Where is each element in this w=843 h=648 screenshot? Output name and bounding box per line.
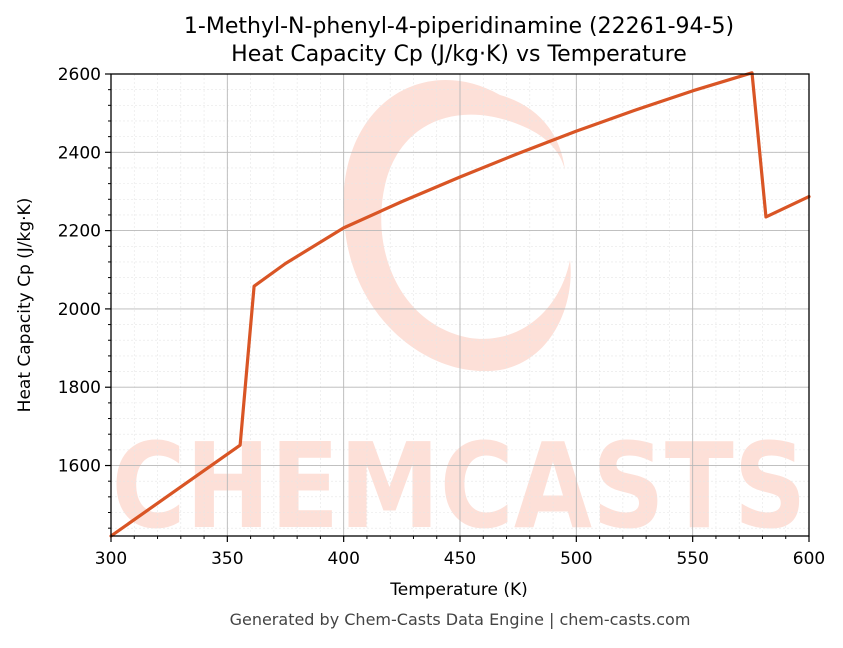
y-tick-label: 2400 <box>58 143 101 163</box>
x-tick-label: 300 <box>95 549 127 569</box>
x-tick-label: 500 <box>560 549 592 569</box>
x-tick-label: 450 <box>444 549 476 569</box>
chemcasts-watermark-logo: CHEMCASTS <box>112 80 807 555</box>
y-tick-label: 2600 <box>58 65 101 85</box>
y-tick-label: 2200 <box>58 222 101 242</box>
x-tick-label: 350 <box>211 549 243 569</box>
ticks: 300 350 400 450 500 550 600 1600 1800 2000 2200 240… <box>58 65 825 569</box>
x-axis-label: Temperature (K) <box>389 580 528 600</box>
y-axis-label: Heat Capacity Cp (J/kg·K) <box>15 198 35 413</box>
x-tick-label: 550 <box>676 549 708 569</box>
footer-credit: Generated by Chem-Casts Data Engine | ch… <box>230 610 691 629</box>
series-layer <box>109 71 811 538</box>
chart-title-line2: Heat Capacity Cp (J/kg·K) vs Temperature <box>231 42 687 67</box>
series-line-0 <box>109 71 811 538</box>
x-tick-label: 600 <box>793 549 825 569</box>
chart-title-line1: 1-Methyl-N-phenyl-4-piperidinamine (2226… <box>184 14 734 39</box>
watermark-text: CHEMCASTS <box>112 417 807 555</box>
y-tick-label: 1600 <box>58 457 101 477</box>
watermark-swirl <box>343 80 571 372</box>
y-tick-label: 1800 <box>58 378 101 398</box>
y-tick-label: 2000 <box>58 300 101 320</box>
x-tick-label: 400 <box>327 549 359 569</box>
